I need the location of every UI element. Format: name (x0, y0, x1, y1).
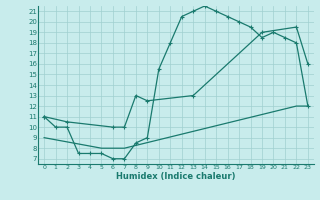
X-axis label: Humidex (Indice chaleur): Humidex (Indice chaleur) (116, 172, 236, 181)
